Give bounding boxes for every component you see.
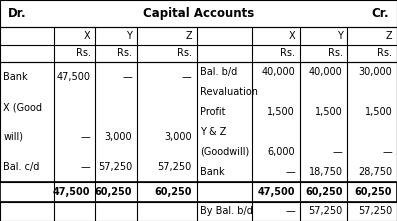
Text: 57,250: 57,250	[308, 206, 343, 216]
Text: Bal. b/d: Bal. b/d	[200, 67, 237, 77]
Text: Y & Z: Y & Z	[200, 127, 226, 137]
Bar	[0, 27, 397, 62]
Text: Y: Y	[337, 31, 343, 41]
Text: —: —	[81, 132, 91, 142]
Bar	[0, 202, 397, 221]
Text: Profit: Profit	[200, 107, 225, 117]
Text: X: X	[288, 31, 295, 41]
Text: Cr.: Cr.	[372, 7, 389, 20]
Text: 3,000: 3,000	[164, 132, 192, 142]
Text: 3,000: 3,000	[104, 132, 132, 142]
Text: 30,000: 30,000	[358, 67, 392, 77]
Text: —: —	[333, 147, 343, 157]
Text: Z: Z	[385, 31, 392, 41]
Text: 47,500: 47,500	[53, 187, 91, 197]
Text: Bank: Bank	[200, 167, 224, 177]
Text: Revaluation: Revaluation	[200, 87, 258, 97]
Text: 40,000: 40,000	[261, 67, 295, 77]
Text: 47,500: 47,500	[258, 187, 295, 197]
Text: 60,250: 60,250	[305, 187, 343, 197]
Text: —: —	[182, 72, 192, 82]
Text: —: —	[382, 147, 392, 157]
Text: 1,500: 1,500	[267, 107, 295, 117]
Text: 60,250: 60,250	[355, 187, 392, 197]
Text: 40,000: 40,000	[309, 67, 343, 77]
Bar	[0, 182, 397, 202]
Bar	[0, 0, 397, 27]
Text: 1,500: 1,500	[315, 107, 343, 117]
Text: —: —	[285, 206, 295, 216]
Text: Rs.: Rs.	[75, 48, 91, 59]
Text: 57,250: 57,250	[98, 162, 132, 172]
Text: 18,750: 18,750	[308, 167, 343, 177]
Text: 57,250: 57,250	[358, 206, 392, 216]
Text: 47,500: 47,500	[56, 72, 91, 82]
Text: X (Good: X (Good	[3, 102, 42, 112]
Text: 1,500: 1,500	[364, 107, 392, 117]
Text: By Bal. b/d: By Bal. b/d	[200, 206, 252, 216]
Text: —: —	[81, 162, 91, 172]
Text: Bank: Bank	[3, 72, 28, 82]
Text: Rs.: Rs.	[117, 48, 132, 59]
Text: Capital Accounts: Capital Accounts	[143, 7, 254, 20]
Text: Rs.: Rs.	[377, 48, 392, 59]
Text: Rs.: Rs.	[177, 48, 192, 59]
Text: 60,250: 60,250	[154, 187, 192, 197]
Text: Y: Y	[126, 31, 132, 41]
Text: 57,250: 57,250	[158, 162, 192, 172]
Text: Bal. c/d: Bal. c/d	[3, 162, 40, 172]
Text: —: —	[122, 72, 132, 82]
Text: X: X	[84, 31, 91, 41]
Bar	[0, 62, 397, 182]
Text: Dr.: Dr.	[8, 7, 27, 20]
Text: —: —	[285, 167, 295, 177]
Text: Rs.: Rs.	[280, 48, 295, 59]
Text: 6,000: 6,000	[267, 147, 295, 157]
Text: Rs.: Rs.	[328, 48, 343, 59]
Text: (Goodwill): (Goodwill)	[200, 147, 249, 157]
Text: 28,750: 28,750	[358, 167, 392, 177]
Text: 60,250: 60,250	[95, 187, 132, 197]
Text: will): will)	[3, 132, 23, 142]
Text: Z: Z	[185, 31, 192, 41]
